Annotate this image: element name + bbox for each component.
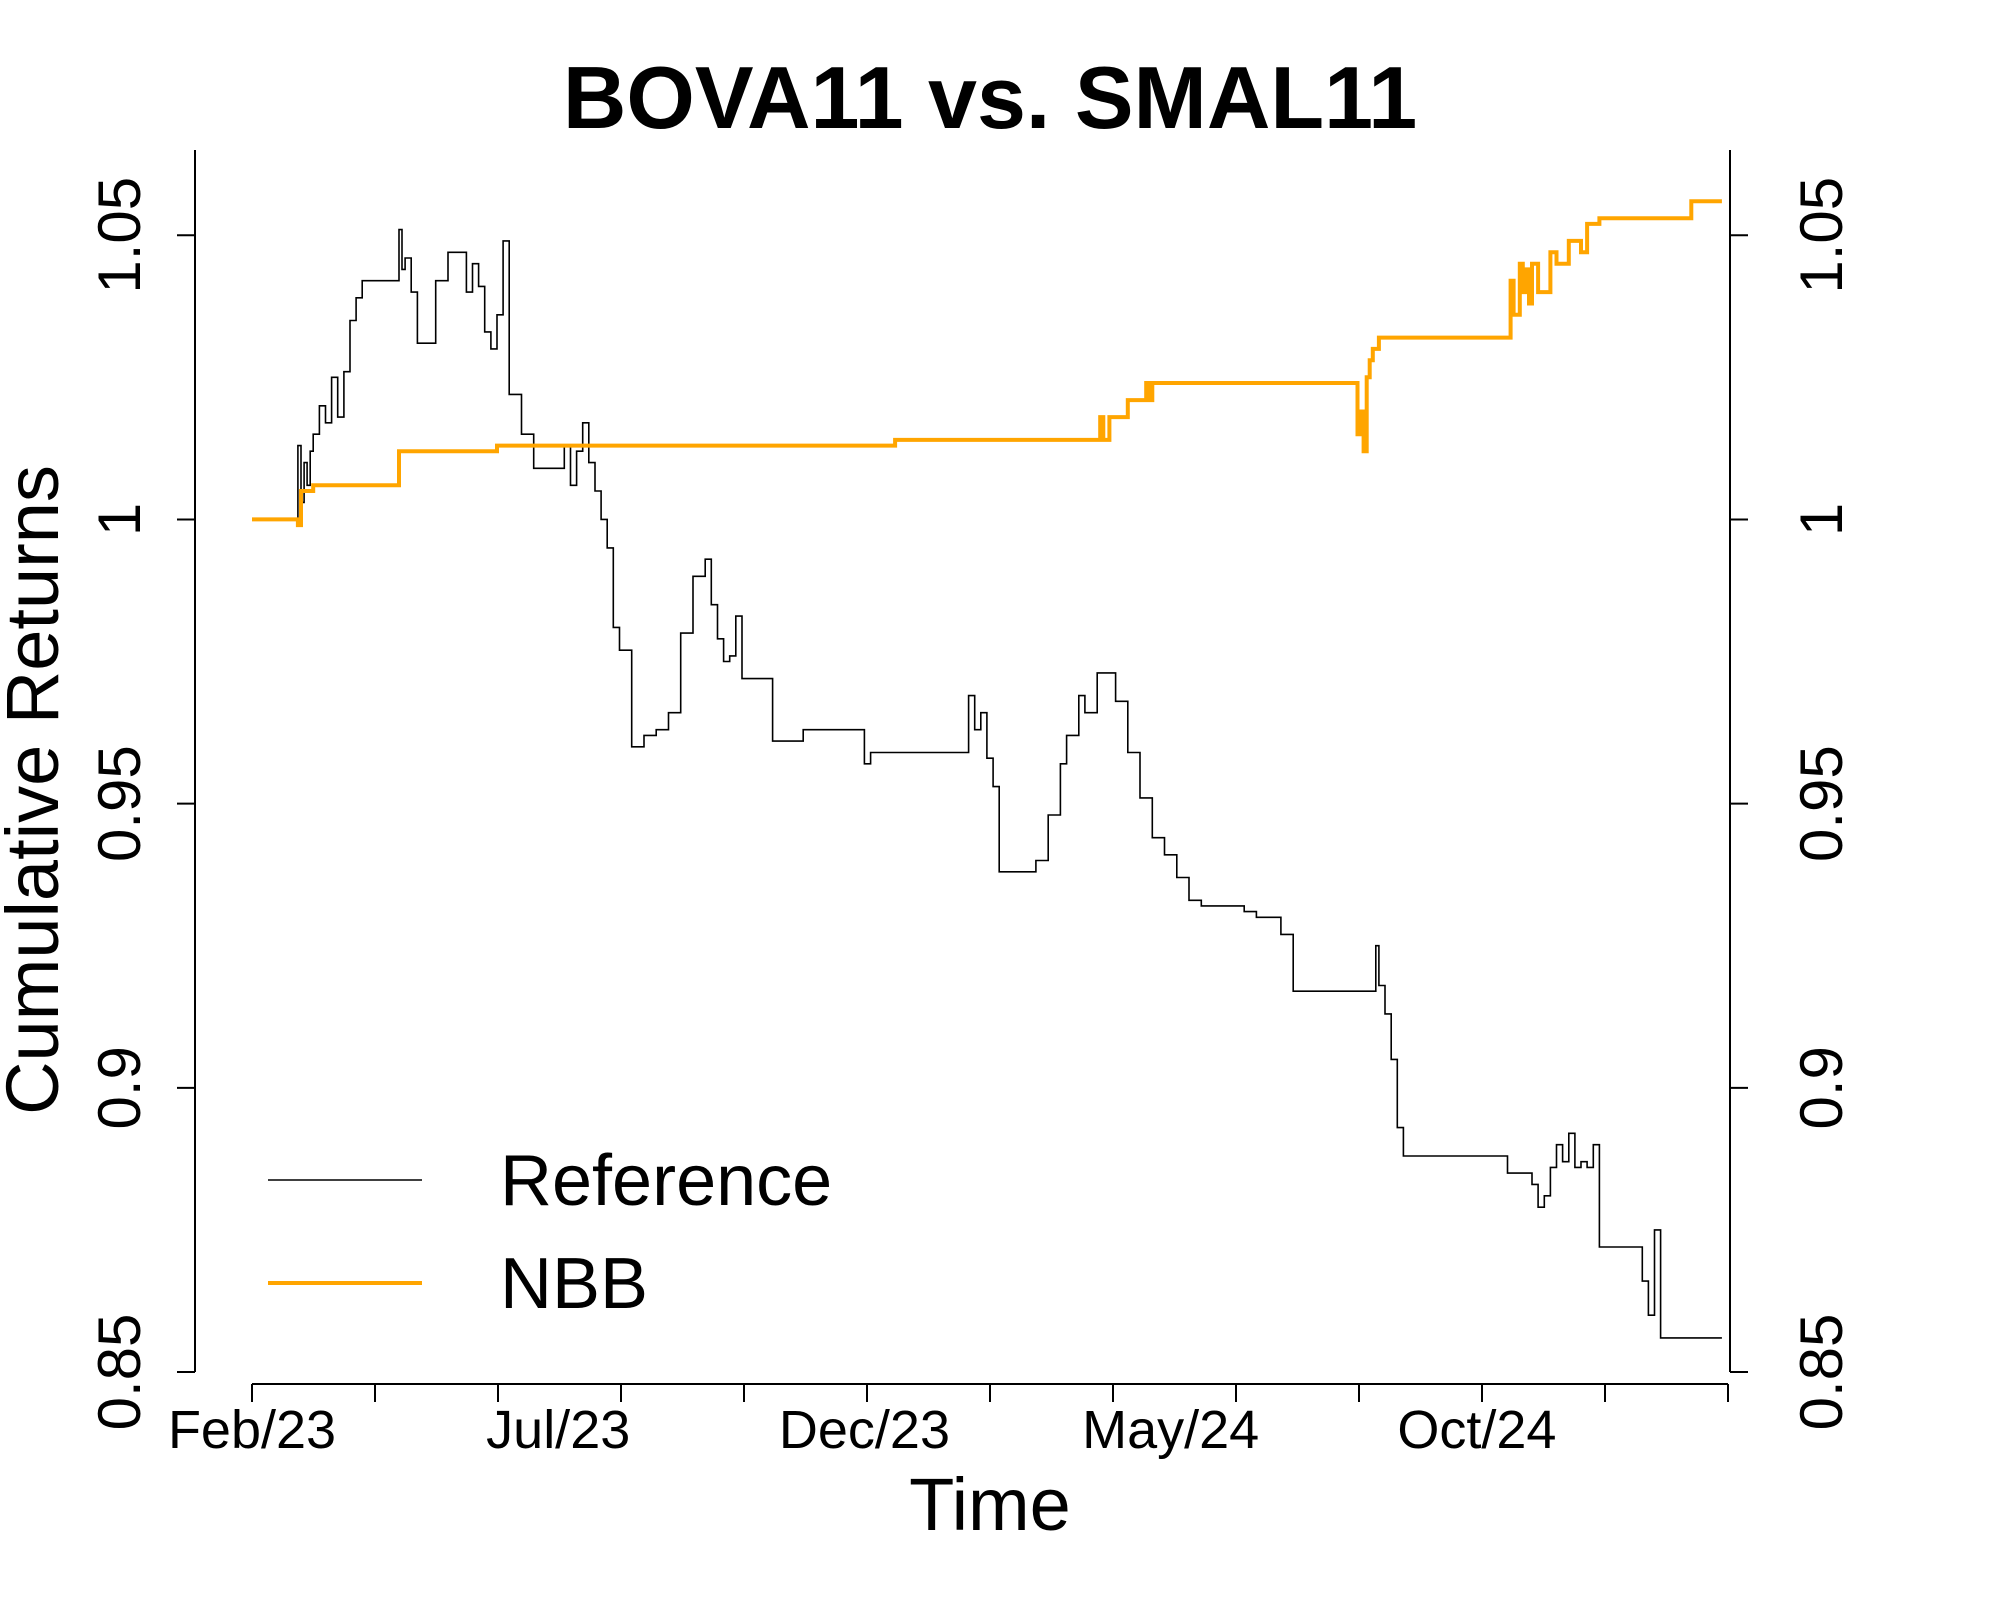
- x-tick-label: Jul/23: [486, 1400, 630, 1460]
- left-y-tick-label: 1.05: [86, 177, 153, 294]
- left-y-axis: 0.85 0.9 0.95 1 1.05: [86, 150, 196, 1431]
- right-y-tick-label: 0.85: [1788, 1314, 1855, 1431]
- right-y-tick-label: 0.9: [1788, 1046, 1855, 1129]
- x-tick-label: Oct/24: [1397, 1400, 1556, 1460]
- left-y-tick-label: 0.85: [86, 1314, 153, 1431]
- legend: Reference NBB: [268, 1141, 832, 1324]
- left-y-tick-label: 0.95: [86, 745, 153, 862]
- x-tick-label: Dec/23: [779, 1400, 950, 1460]
- right-y-tick-label: 0.95: [1788, 745, 1855, 862]
- left-y-tick-label: 1: [86, 503, 153, 536]
- series-line-reference: [252, 228, 1722, 1339]
- chart-title: BOVA11 vs. SMAL11: [563, 48, 1417, 147]
- x-tick-label: Feb/23: [168, 1400, 336, 1460]
- legend-label-reference: Reference: [500, 1141, 832, 1221]
- right-y-axis: 0.85 0.9 0.95 1 1.05: [1729, 150, 1855, 1431]
- left-y-tick-label: 0.9: [86, 1046, 153, 1129]
- y-axis-label: Cumulative Returns: [0, 465, 74, 1115]
- right-y-tick-label: 1.05: [1788, 177, 1855, 294]
- x-tick-label: May/24: [1082, 1400, 1259, 1460]
- right-y-tick-label: 1: [1788, 503, 1855, 536]
- series-line-nbb: [252, 199, 1722, 528]
- x-axis-label: Time: [909, 1463, 1071, 1546]
- legend-label-nbb: NBB: [500, 1244, 648, 1324]
- x-axis: Feb/23 Jul/23 Dec/23 May/24 Oct/24: [168, 1383, 1729, 1460]
- series-layer: [252, 199, 1722, 1339]
